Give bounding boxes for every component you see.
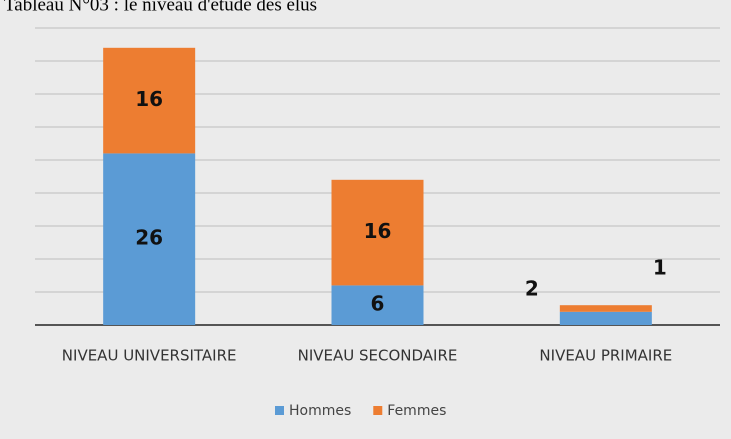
bar-segment — [331, 179, 424, 286]
bar-segment — [103, 47, 196, 154]
data-label: 6 — [371, 292, 385, 316]
data-label: 26 — [135, 226, 163, 250]
legend-label: Hommes — [289, 403, 351, 419]
data-label: 16 — [135, 87, 163, 111]
data-label: 1 — [653, 256, 667, 280]
x-tick-label: NIVEAU SECONDAIRE — [298, 347, 458, 365]
bar-segment — [103, 153, 196, 325]
bar-segment — [559, 305, 652, 312]
x-tick-label: NIVEAU PRIMAIRE — [539, 347, 672, 365]
data-label: 16 — [364, 219, 392, 243]
x-tick-label: NIVEAU UNIVERSITAIRE — [62, 347, 237, 365]
data-label: 2 — [525, 276, 539, 300]
chart-title: Tableau N°03 : le niveau d'étude des élu… — [4, 0, 317, 15]
legend-label: Femmes — [387, 403, 446, 419]
legend-swatch — [373, 406, 383, 415]
legend-swatch — [275, 406, 284, 415]
bar-segment — [331, 285, 424, 325]
bar-segment — [559, 311, 652, 325]
